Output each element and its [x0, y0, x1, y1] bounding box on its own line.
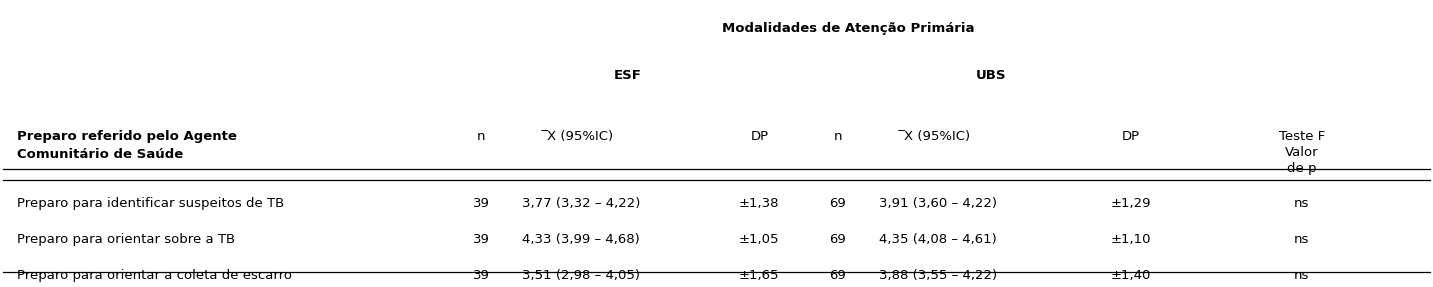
Text: 4,35 (4,08 – 4,61): 4,35 (4,08 – 4,61) — [878, 233, 996, 246]
Text: Teste F
Valor
de p: Teste F Valor de p — [1278, 130, 1326, 175]
Text: ±1,29: ±1,29 — [1111, 197, 1151, 210]
Text: 3,91 (3,60 – 4,22): 3,91 (3,60 – 4,22) — [878, 197, 997, 210]
Text: UBS: UBS — [976, 69, 1006, 82]
Text: ±1,10: ±1,10 — [1111, 233, 1151, 246]
Text: Preparo referido pelo Agente
Comunitário de Saúde: Preparo referido pelo Agente Comunitário… — [17, 130, 236, 161]
Text: 4,33 (3,99 – 4,68): 4,33 (3,99 – 4,68) — [522, 233, 639, 246]
Text: Preparo para orientar a coleta de escarro: Preparo para orientar a coleta de escarr… — [17, 269, 292, 282]
Text: ̅X (95%IC): ̅X (95%IC) — [547, 130, 613, 143]
Text: n: n — [834, 130, 843, 143]
Text: 69: 69 — [830, 269, 847, 282]
Text: 69: 69 — [830, 233, 847, 246]
Text: Modalidades de Atenção Primária: Modalidades de Atenção Primária — [722, 22, 974, 35]
Text: DP: DP — [1122, 130, 1139, 143]
Text: 39: 39 — [473, 233, 490, 246]
Text: Preparo para orientar sobre a TB: Preparo para orientar sobre a TB — [17, 233, 235, 246]
Text: ±1,38: ±1,38 — [739, 197, 780, 210]
Text: 3,77 (3,32 – 4,22): 3,77 (3,32 – 4,22) — [522, 197, 641, 210]
Text: ±1,40: ±1,40 — [1111, 269, 1151, 282]
Text: 69: 69 — [830, 197, 847, 210]
Text: 3,51 (2,98 – 4,05): 3,51 (2,98 – 4,05) — [522, 269, 641, 282]
Text: DP: DP — [751, 130, 768, 143]
Text: 39: 39 — [473, 269, 490, 282]
Text: Preparo para identificar suspeitos de TB: Preparo para identificar suspeitos de TB — [17, 197, 284, 210]
Text: ns: ns — [1294, 269, 1310, 282]
Text: ns: ns — [1294, 197, 1310, 210]
Text: ̅X (95%IC): ̅X (95%IC) — [904, 130, 970, 143]
Text: ±1,05: ±1,05 — [739, 233, 780, 246]
Text: ESF: ESF — [613, 69, 641, 82]
Text: n: n — [477, 130, 486, 143]
Text: 3,88 (3,55 – 4,22): 3,88 (3,55 – 4,22) — [878, 269, 997, 282]
Text: 39: 39 — [473, 197, 490, 210]
Text: ns: ns — [1294, 233, 1310, 246]
Text: ±1,65: ±1,65 — [739, 269, 780, 282]
